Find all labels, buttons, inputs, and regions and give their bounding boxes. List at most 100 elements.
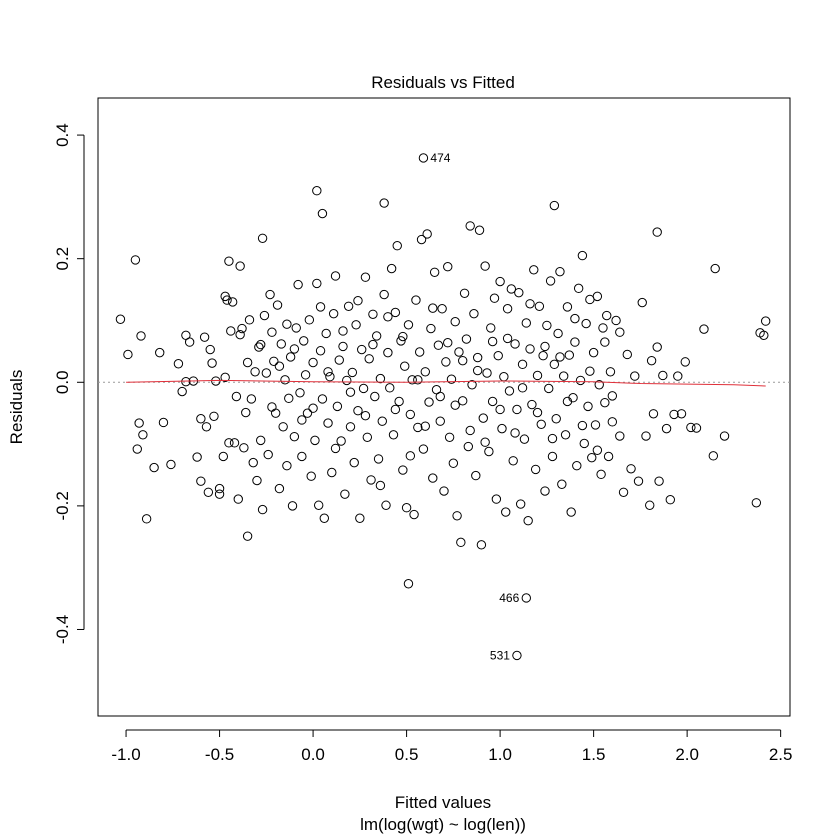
- data-point: [366, 475, 376, 485]
- data-point: [525, 299, 535, 309]
- data-point: [345, 387, 356, 397]
- data-point: [272, 300, 283, 310]
- data-point: [203, 487, 214, 497]
- data-point: [403, 320, 414, 330]
- data-point: [355, 513, 365, 523]
- data-point: [394, 396, 404, 407]
- data-point: [261, 368, 272, 378]
- data-point: [184, 337, 195, 347]
- data-point: [622, 349, 632, 360]
- data-point: [289, 344, 300, 354]
- data-point: [646, 355, 657, 366]
- data-point: [343, 301, 354, 311]
- data-point: [615, 327, 625, 337]
- data-point: [549, 359, 560, 370]
- data-point: [437, 304, 447, 314]
- data-point: [478, 413, 488, 423]
- data-point: [557, 479, 567, 489]
- data-point: [239, 443, 249, 453]
- data-point: [564, 350, 575, 360]
- data-point: [347, 367, 358, 378]
- data-point: [291, 323, 301, 333]
- data-point: [209, 411, 219, 421]
- data-point: [474, 225, 485, 235]
- data-point: [472, 352, 483, 363]
- data-point: [284, 393, 294, 404]
- data-point: [467, 380, 477, 390]
- x-tick-label: 0.0: [301, 745, 325, 764]
- x-tick-label: 0.5: [395, 745, 419, 764]
- data-point: [553, 328, 563, 339]
- data-point: [130, 255, 141, 265]
- data-point: [398, 331, 408, 342]
- point-label: 466: [499, 591, 519, 605]
- data-point: [648, 409, 659, 419]
- data-point: [572, 461, 582, 471]
- data-point: [459, 288, 470, 298]
- data-point: [134, 418, 144, 428]
- data-point: [480, 261, 490, 271]
- data-point: [405, 451, 416, 461]
- data-point: [136, 331, 146, 341]
- data-point: [665, 495, 676, 505]
- data-point: [575, 375, 586, 386]
- data-point: [323, 418, 333, 428]
- data-point: [424, 397, 434, 407]
- data-point: [256, 339, 266, 350]
- data-point: [515, 499, 526, 509]
- data-point: [444, 432, 455, 442]
- data-point: [132, 444, 142, 454]
- data-point: [379, 198, 389, 208]
- data-point: [407, 375, 417, 385]
- x-tick-label: 1.0: [488, 745, 512, 764]
- data-point: [562, 302, 573, 312]
- data-point: [267, 402, 277, 412]
- data-point: [336, 436, 346, 446]
- x-axis-sublabel: lm(log(wgt) ~ log(len)): [360, 815, 526, 834]
- data-point: [428, 473, 438, 483]
- data-point: [517, 359, 528, 370]
- data-point: [422, 229, 432, 239]
- data-point: [308, 357, 318, 368]
- data-point: [330, 271, 341, 281]
- y-tick-label: -0.2: [53, 491, 72, 520]
- data-point: [205, 344, 215, 355]
- data-point: [317, 394, 328, 404]
- data-point: [719, 431, 730, 441]
- data-point: [293, 279, 303, 290]
- data-point: [334, 355, 344, 365]
- data-point: [527, 399, 537, 410]
- data-point: [218, 451, 229, 462]
- data-point: [285, 352, 296, 362]
- y-tick-label: 0.2: [53, 247, 72, 271]
- data-point: [607, 391, 618, 401]
- data-point: [487, 336, 498, 347]
- data-point: [338, 326, 348, 336]
- data-point: [390, 307, 401, 318]
- data-point: [551, 414, 561, 424]
- data-point: [353, 296, 363, 306]
- data-point: [680, 357, 690, 367]
- x-axis: -1.0 -0.5 0.0 0.5 1.0 1.5 2.0 2.5: [111, 729, 792, 764]
- data-point: [710, 263, 720, 274]
- data-point: [448, 458, 459, 468]
- data-point: [450, 317, 460, 327]
- data-point: [530, 464, 541, 475]
- data-point: [310, 435, 320, 446]
- data-point: [428, 303, 438, 313]
- data-point: [342, 375, 352, 386]
- data-point: [458, 396, 468, 406]
- data-point: [385, 383, 395, 393]
- data-point: [360, 410, 371, 421]
- data-point: [411, 295, 421, 305]
- data-point: [484, 446, 494, 457]
- data-point: [592, 291, 603, 302]
- data-point: [196, 476, 206, 486]
- data-point: [267, 327, 277, 337]
- data-point: [276, 339, 286, 349]
- data-point: [300, 370, 311, 380]
- data-point: [588, 347, 599, 358]
- data-point: [538, 351, 548, 361]
- data-point: [573, 283, 584, 294]
- data-point: [641, 431, 651, 441]
